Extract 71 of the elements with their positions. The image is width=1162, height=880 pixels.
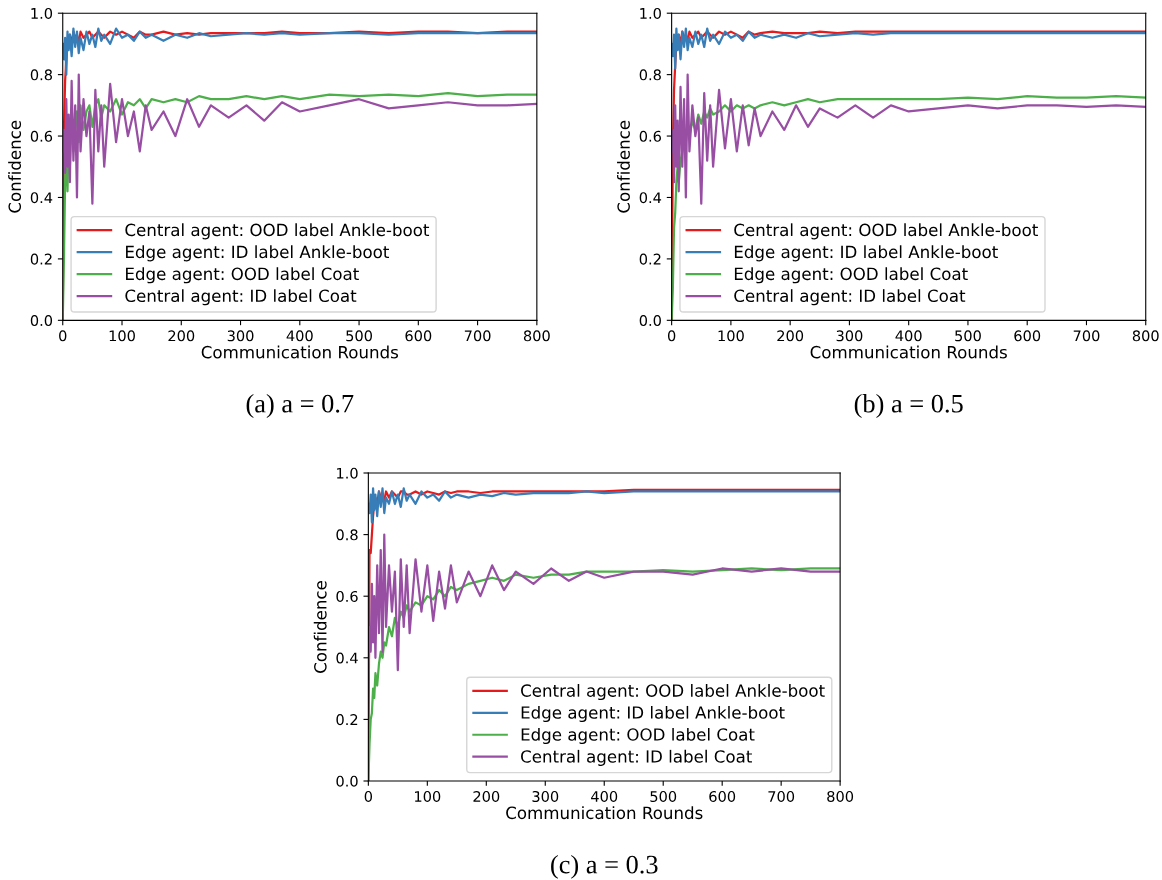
x-tick-label: 200 xyxy=(168,330,195,342)
x-tick-label: 500 xyxy=(346,330,373,342)
y-tick-label: 0.8 xyxy=(639,69,661,81)
y-tick-label: 0.4 xyxy=(639,192,662,204)
x-axis-title: Communication Rounds xyxy=(810,345,1007,359)
y-tick-label: 0.4 xyxy=(336,652,358,664)
y-axis-title: Confidence xyxy=(617,120,630,213)
x-tick-label: 200 xyxy=(473,790,500,803)
y-tick-label: 0.8 xyxy=(336,529,358,541)
x-tick-label: 500 xyxy=(650,790,677,803)
y-tick-label: 0.2 xyxy=(30,253,52,265)
legend-label: Central agent: ID label Coat xyxy=(734,289,966,306)
legend-label: Central agent: OOD label Ankle-boot xyxy=(734,223,1038,240)
legend-label: Central agent: OOD label Ankle-boot xyxy=(125,223,430,240)
x-tick-label: 600 xyxy=(405,330,432,342)
x-axis-title: Communication Rounds xyxy=(201,345,399,359)
y-tick-label: 0.0 xyxy=(30,315,53,327)
text: (a) a = 0.7 xyxy=(246,394,354,418)
y-tick-label: 0.0 xyxy=(336,775,358,787)
x-tick-label: 100 xyxy=(109,330,135,342)
x-tick-label: 0 xyxy=(59,330,67,342)
x-tick-label: 400 xyxy=(591,790,618,803)
x-tick-label: 700 xyxy=(464,330,491,342)
x-tick-label: 800 xyxy=(523,330,550,342)
x-tick-label: 800 xyxy=(827,790,854,803)
legend-label: Edge agent: OOD label Coat xyxy=(521,727,755,745)
legend-label: Edge agent: ID label Ankle-boot xyxy=(734,245,998,262)
x-axis-title: Communication Rounds xyxy=(506,806,703,820)
x-tick-label: 100 xyxy=(718,330,744,342)
x-tick-label: 300 xyxy=(532,790,559,803)
y-tick-label: 0.6 xyxy=(336,590,358,602)
x-tick-label: 600 xyxy=(709,790,736,803)
x-tick-label: 700 xyxy=(1073,330,1100,342)
x-tick-label: 500 xyxy=(955,330,981,342)
x-tick-label: 200 xyxy=(777,330,804,342)
y-tick-label: 1.0 xyxy=(640,7,661,19)
line-series xyxy=(671,73,1146,205)
legend-label: Central agent: OOD label Ankle-boot xyxy=(521,683,825,701)
legend-label: Central agent: ID label Coat xyxy=(125,289,357,306)
y-tick-label: 0.8 xyxy=(30,69,53,81)
y-axis-title: Confidence xyxy=(313,581,327,673)
legend-label: Central agent: ID label Coat xyxy=(521,749,752,766)
text: (c) a = 0.3 xyxy=(551,854,658,879)
y-tick-label: 0.4 xyxy=(30,192,53,204)
legend-label: Edge agent: OOD label Coat xyxy=(126,267,359,284)
line-series xyxy=(62,27,537,76)
y-tick-label: 1.0 xyxy=(337,467,358,479)
legend-label: Edge agent: ID label Ankle-boot xyxy=(126,245,389,262)
x-tick-label: 700 xyxy=(768,790,795,803)
y-tick-label: 0.6 xyxy=(30,130,53,142)
legend-label: Edge agent: OOD label Coat xyxy=(734,267,968,284)
y-tick-label: 0.2 xyxy=(639,253,661,265)
text: (b) a = 0.5 xyxy=(854,394,963,418)
y-tick-label: 0.0 xyxy=(639,315,661,327)
x-tick-label: 400 xyxy=(286,330,313,342)
x-tick-label: 600 xyxy=(1014,330,1041,342)
y-axis-title: Confidence xyxy=(8,120,22,213)
line-series xyxy=(62,73,537,205)
legend-label: Edge agent: ID label Ankle-boot xyxy=(521,705,785,723)
y-tick-label: 0.6 xyxy=(639,130,661,142)
y-tick-label: 1.0 xyxy=(31,7,53,19)
x-tick-label: 0 xyxy=(667,330,676,342)
line-series xyxy=(671,27,1146,70)
x-tick-label: 800 xyxy=(1132,330,1159,342)
x-tick-label: 100 xyxy=(415,790,441,803)
y-tick-label: 0.2 xyxy=(336,714,358,726)
x-tick-label: 300 xyxy=(836,330,863,342)
x-tick-label: 400 xyxy=(895,330,922,342)
x-tick-label: 0 xyxy=(364,790,373,803)
line-series xyxy=(368,487,841,524)
x-tick-label: 300 xyxy=(227,330,254,342)
